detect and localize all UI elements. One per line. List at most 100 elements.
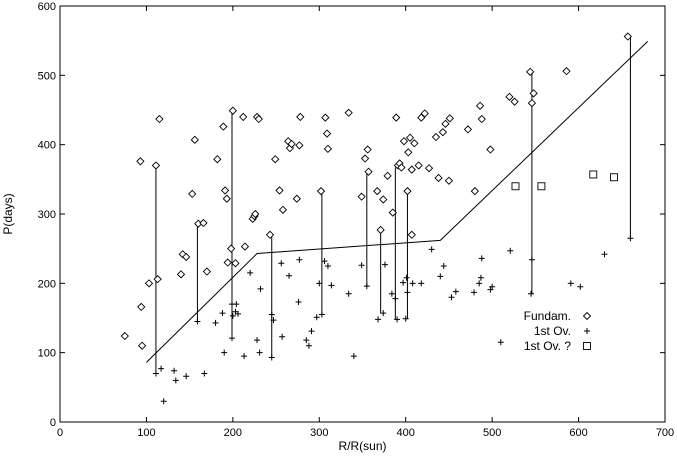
diamond-point xyxy=(529,89,538,98)
diamond-point xyxy=(431,132,441,142)
plus-point xyxy=(158,365,165,372)
diamond-point xyxy=(438,128,448,137)
plus-point xyxy=(402,315,409,322)
diamond-point xyxy=(239,112,248,122)
diamond-point xyxy=(271,155,280,164)
diamond-point xyxy=(275,186,284,195)
diamond-point xyxy=(463,125,473,134)
plus-point xyxy=(577,283,584,290)
plus-point xyxy=(409,280,416,287)
diamond-point xyxy=(202,267,212,276)
plus-point xyxy=(404,289,411,296)
diamond-point xyxy=(434,173,443,183)
fit-line xyxy=(146,40,649,363)
plus-point xyxy=(437,273,444,280)
diamond-point xyxy=(405,133,415,142)
plus-point xyxy=(394,316,401,323)
diamond-point xyxy=(403,186,412,196)
diamond-point xyxy=(316,186,326,196)
plus-point xyxy=(400,279,407,286)
plus-point xyxy=(627,235,634,242)
diamond-point xyxy=(251,209,260,219)
y-tick-label: 200 xyxy=(38,278,56,290)
plus-point xyxy=(507,247,514,254)
square-point xyxy=(511,182,520,191)
diamond-point xyxy=(383,171,392,181)
plus-point xyxy=(418,280,425,287)
diamond-point xyxy=(287,139,296,149)
plus-point xyxy=(219,310,226,317)
legend-label-1st-ov: 1st Ov. xyxy=(534,324,571,338)
plus-point xyxy=(428,246,435,253)
diamond-point xyxy=(357,192,366,201)
y-axis-label: P(days) xyxy=(1,193,15,234)
diamond-point xyxy=(178,250,187,259)
diamond-point xyxy=(213,155,222,164)
plus-point xyxy=(350,353,357,360)
diamond-point xyxy=(410,139,419,148)
data-markers xyxy=(120,32,634,405)
diamond-point xyxy=(219,122,228,131)
diamond-point xyxy=(223,258,232,267)
diamond-point xyxy=(188,189,197,199)
diamond-point xyxy=(477,114,486,124)
plus-point xyxy=(324,263,331,269)
plus-point xyxy=(375,316,382,323)
diamond-point xyxy=(228,106,237,115)
square-point xyxy=(537,182,546,191)
plus-point xyxy=(528,256,535,263)
plus-point xyxy=(440,263,447,269)
diamond-point xyxy=(144,279,154,288)
diamond-point xyxy=(475,101,485,110)
legend: Fundam. 1st Ov. 1st Ov. ? xyxy=(524,309,592,353)
diamond-point xyxy=(360,154,370,163)
plus-point xyxy=(296,256,303,263)
diamond-point xyxy=(527,98,537,108)
diamond-point xyxy=(407,165,416,174)
diamond-point xyxy=(137,341,147,350)
plus-point xyxy=(381,261,388,268)
diamond-point xyxy=(444,176,454,185)
legend-marker-square xyxy=(583,342,591,350)
diamond-point xyxy=(321,113,330,122)
x-tick-label: 200 xyxy=(224,427,242,439)
diamond-point xyxy=(486,145,495,154)
diamond-point xyxy=(363,145,372,154)
diamond-point xyxy=(526,67,535,77)
y-tick-label: 0 xyxy=(50,417,56,429)
plus-point xyxy=(221,349,228,356)
square-point xyxy=(610,173,618,182)
plus-point xyxy=(303,337,310,344)
diamond-point xyxy=(441,119,450,129)
plus-point xyxy=(228,335,235,342)
diamond-point xyxy=(254,114,263,124)
plus-point xyxy=(171,367,178,374)
plus-point xyxy=(345,290,352,297)
x-tick-label: 400 xyxy=(397,427,415,439)
legend-marker-diamond xyxy=(582,311,592,321)
diamond-point xyxy=(420,109,429,118)
diamond-point xyxy=(404,148,413,157)
plus-point xyxy=(358,262,365,269)
plus-point xyxy=(489,283,496,290)
diamond-point xyxy=(136,157,145,166)
plus-point xyxy=(233,301,240,308)
plus-point xyxy=(256,349,263,356)
plus-point xyxy=(328,282,335,289)
plus-point xyxy=(392,295,399,302)
square-point xyxy=(589,170,598,179)
plus-point xyxy=(448,294,455,301)
diamond-point xyxy=(226,244,236,253)
diamond-point xyxy=(151,161,161,170)
plus-point xyxy=(279,333,286,340)
plus-point xyxy=(160,398,167,405)
plus-point xyxy=(601,251,608,258)
plus-point xyxy=(363,283,370,290)
diamond-point xyxy=(322,129,332,138)
diamond-point xyxy=(295,141,304,150)
diamond-point xyxy=(397,163,406,172)
y-tick-label: 300 xyxy=(38,209,56,221)
connector-lines xyxy=(155,36,631,374)
diamond-point xyxy=(379,195,388,204)
